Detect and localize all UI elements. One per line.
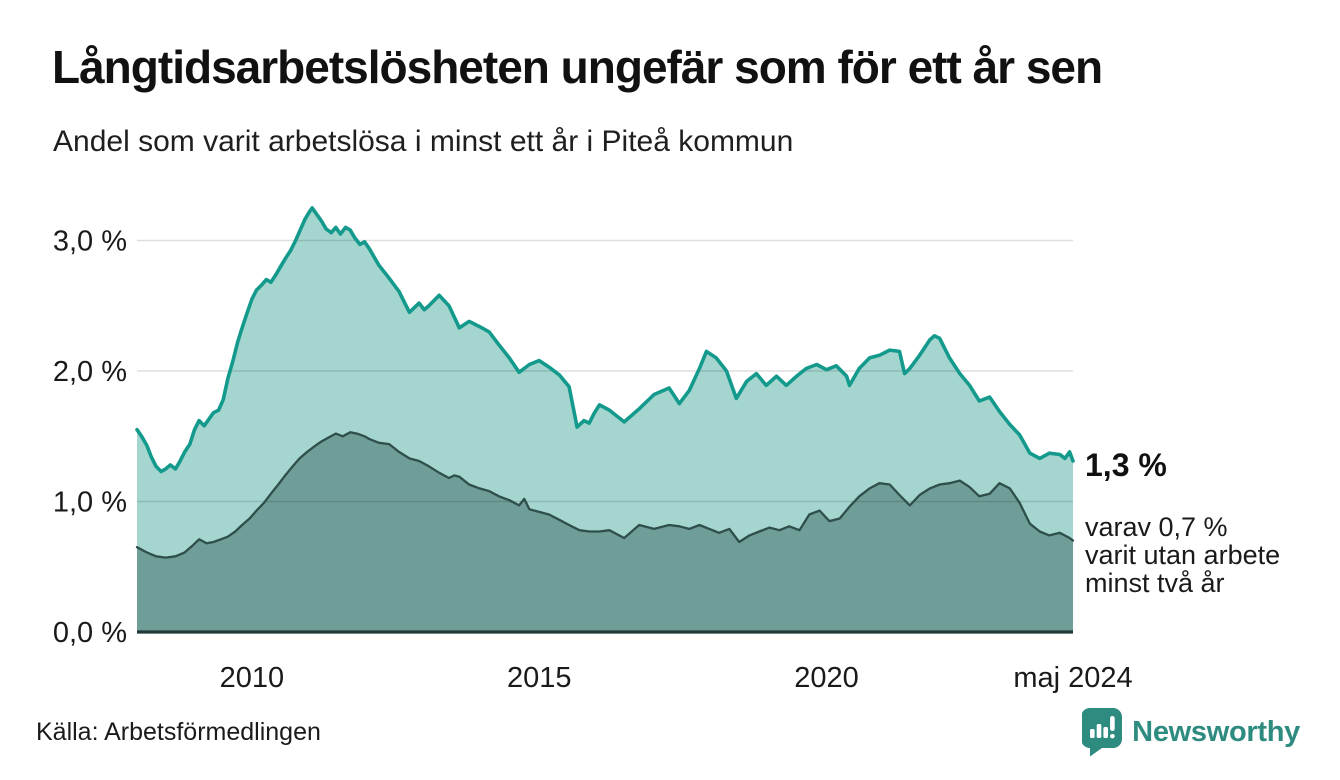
area-fill-two-year (137, 432, 1073, 632)
x-tick-label: 2020 (794, 662, 859, 694)
y-tick-label: 2,0 % (53, 356, 127, 388)
x-tick-label: 2010 (220, 662, 285, 694)
annotation-line: varit utan arbete (1085, 540, 1281, 570)
page-title: Långtidsarbetslösheten ungefär som för e… (52, 41, 1103, 93)
series-line-total (135, 206, 1075, 474)
newsworthy-bubble-chart-icon (1082, 708, 1123, 757)
series-sub-annotation: varav 0,7 % varit utan arbete minst två … (1085, 513, 1280, 597)
newsworthy-logo: Newsworthy (1082, 708, 1300, 757)
series-line-two-year (135, 431, 1075, 559)
x-tick-label: maj 2024 (1013, 662, 1132, 694)
annotation-line: minst två år (1085, 568, 1225, 598)
series-end-value-label: 1,3 % (1085, 447, 1167, 483)
page-subtitle: Andel som varit arbetslösa i minst ett å… (53, 125, 794, 158)
annotation-line: varav 0,7 % (1085, 512, 1228, 542)
x-tick-label: 2015 (507, 662, 572, 694)
newsworthy-wordmark: Newsworthy (1132, 716, 1300, 748)
y-tick-label: 1,0 % (53, 487, 127, 519)
source-credit: Källa: Arbetsförmedlingen (36, 718, 321, 746)
y-tick-label: 0,0 % (53, 617, 127, 649)
y-tick-label: 3,0 % (53, 226, 127, 258)
